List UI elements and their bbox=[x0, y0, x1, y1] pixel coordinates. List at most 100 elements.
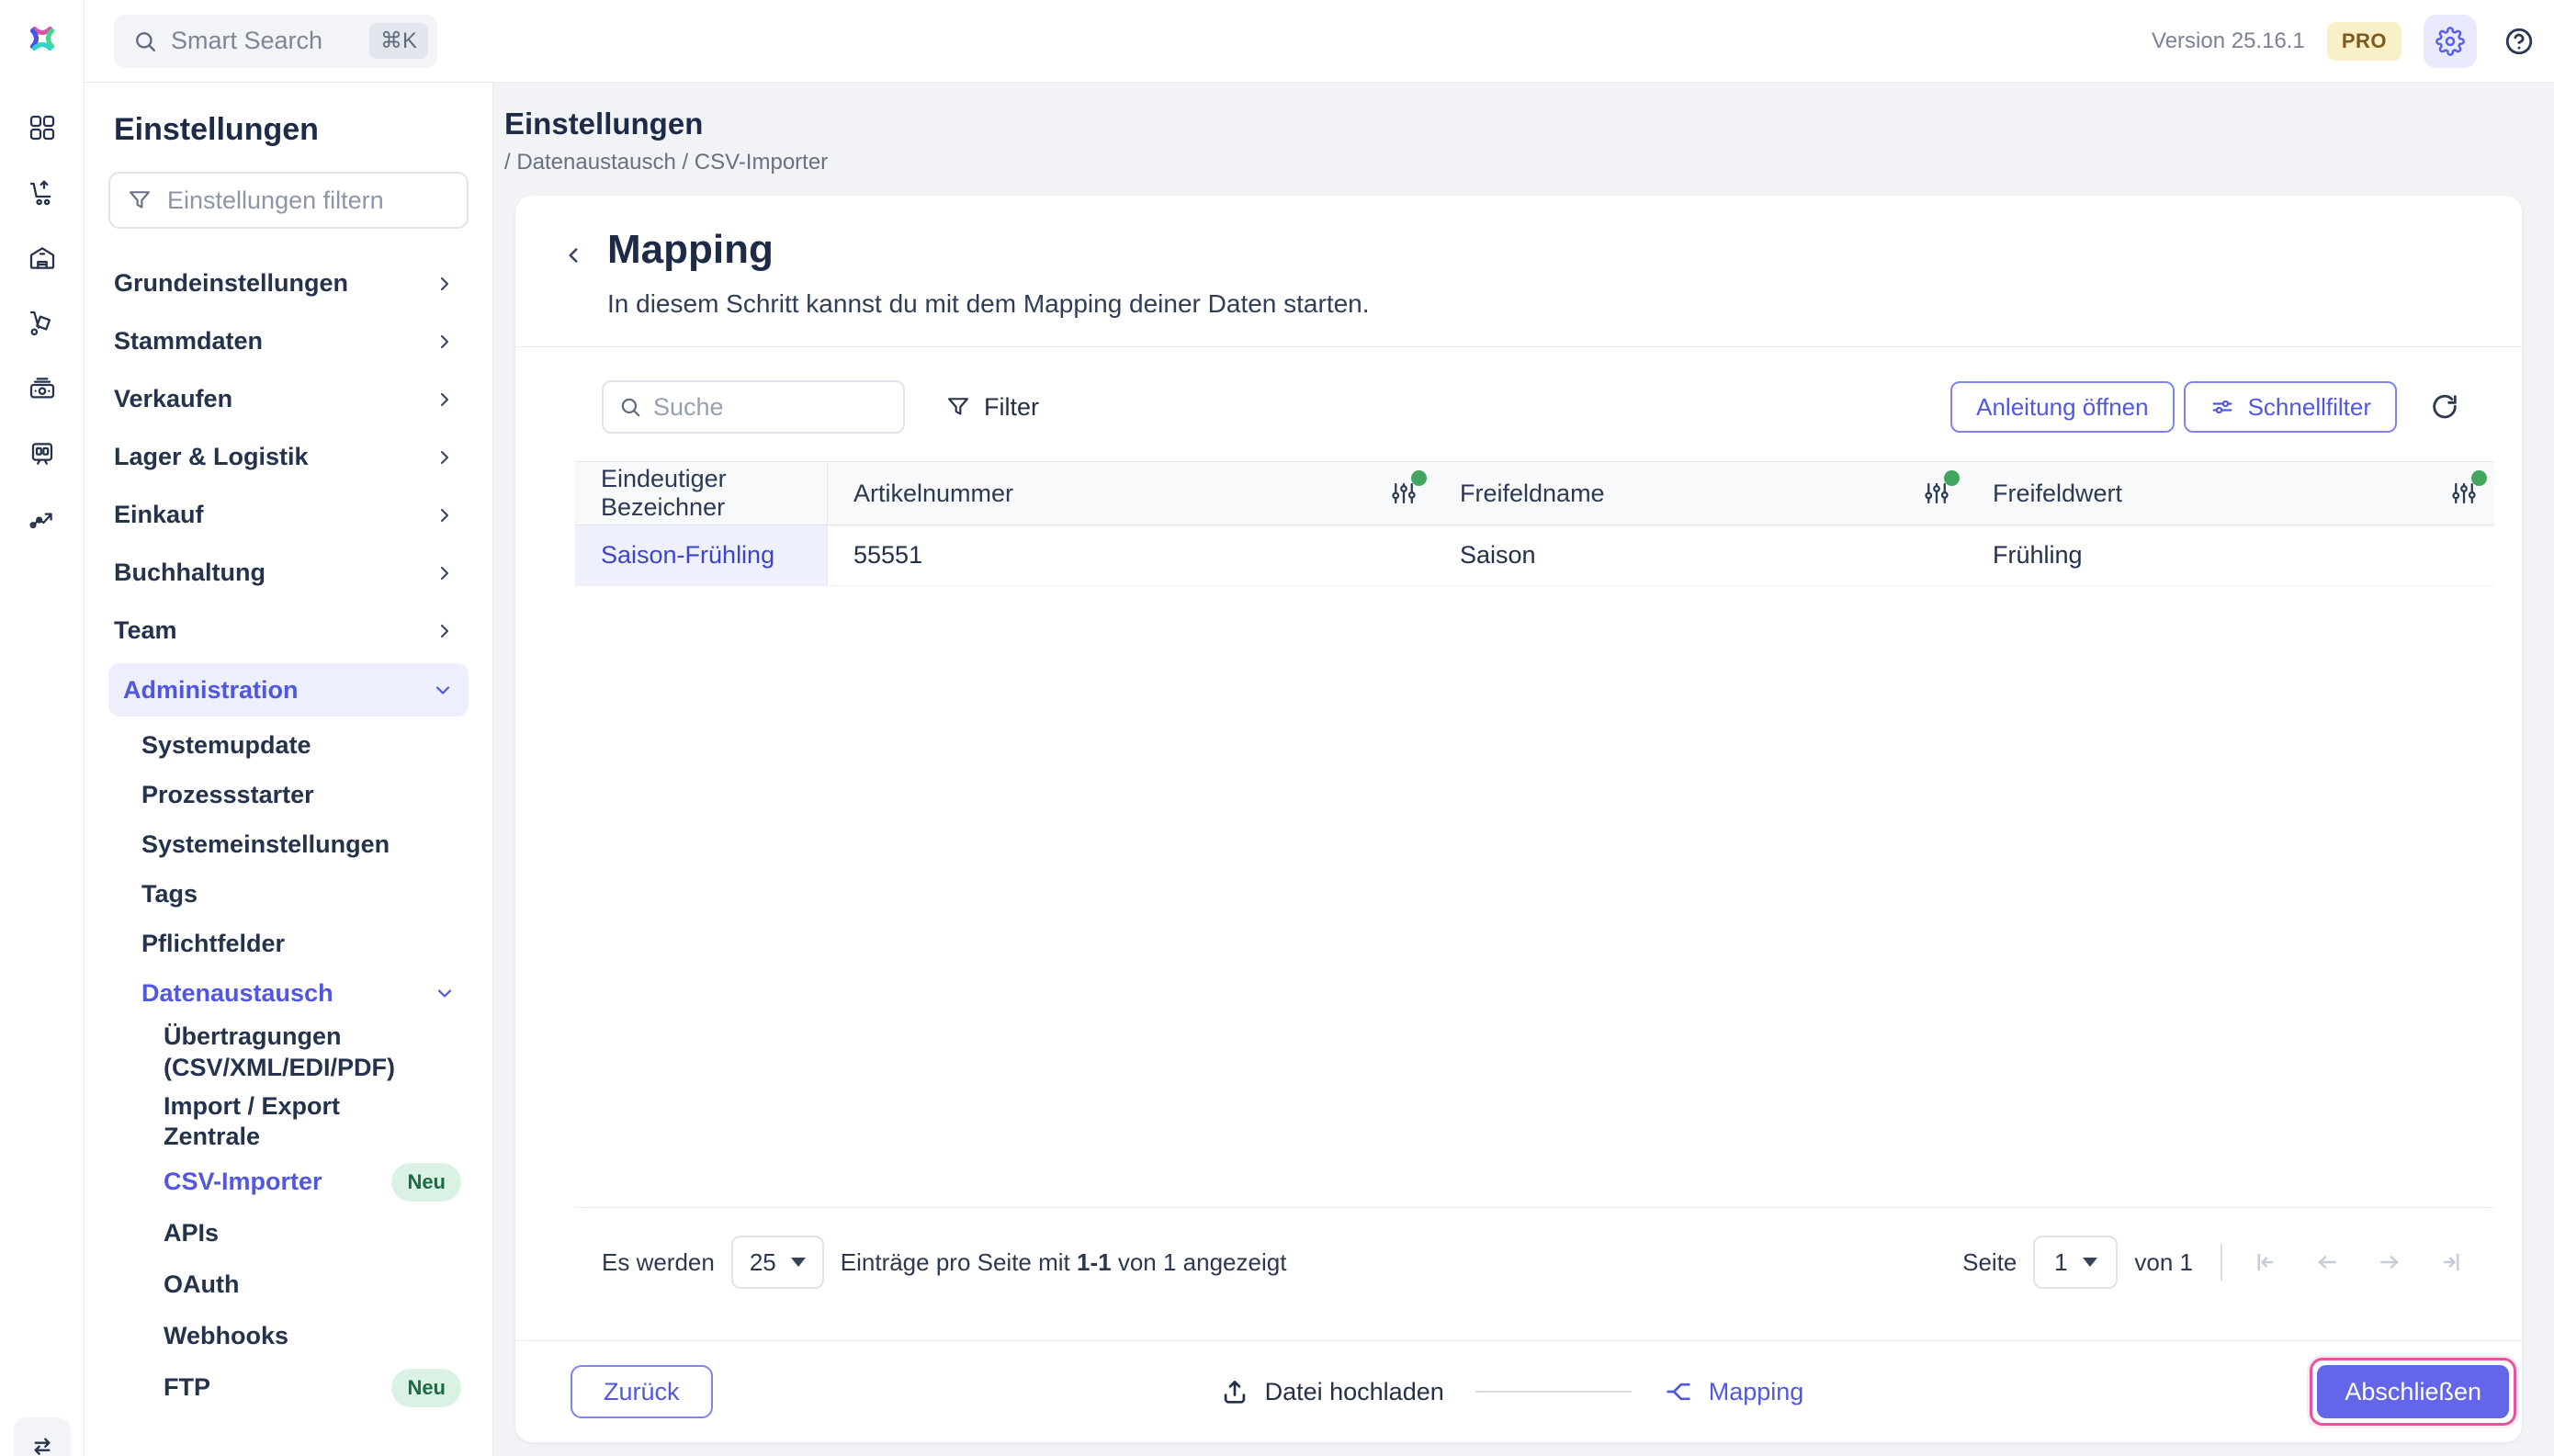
pos-icon[interactable] bbox=[22, 434, 62, 474]
sales-cart-icon[interactable] bbox=[22, 173, 62, 213]
icon-rail bbox=[0, 0, 85, 1456]
column-header-eindeutiger-bezeichner: Eindeutiger Bezeichner bbox=[575, 462, 828, 525]
pro-badge: PRO bbox=[2326, 21, 2401, 61]
back-chevron-button[interactable] bbox=[552, 234, 594, 277]
last-page-button[interactable] bbox=[2437, 1247, 2467, 1277]
sidebar-item-team[interactable]: Team bbox=[108, 602, 469, 660]
search-icon bbox=[136, 31, 156, 51]
sidebar-item-import-export-zentrale[interactable]: Import / Export Zentrale bbox=[164, 1091, 341, 1151]
column-filter-icon bbox=[2452, 482, 2476, 504]
sidebar-item-systemupdate[interactable]: Systemupdate bbox=[141, 730, 311, 759]
refresh-button[interactable] bbox=[2423, 385, 2467, 429]
chevron-right-icon bbox=[440, 566, 449, 580]
settings-gear-button[interactable] bbox=[2424, 14, 2477, 68]
finish-button-highlight: Abschließen bbox=[2310, 1358, 2516, 1426]
page-select[interactable]: 1 bbox=[2033, 1236, 2119, 1289]
smart-search[interactable]: ⌘K bbox=[114, 14, 437, 68]
page-size-suffix: von 1 angezeigt bbox=[1117, 1247, 1287, 1276]
chevron-right-icon bbox=[440, 392, 449, 406]
main-area: Einstellungen / Datenaustausch / CSV-Imp… bbox=[493, 83, 2554, 1456]
prev-page-icon bbox=[2318, 1256, 2336, 1269]
sidebar-item-webhooks[interactable]: Webhooks bbox=[164, 1322, 289, 1350]
transfer-icon[interactable] bbox=[13, 1417, 71, 1456]
sidebar-item-verkaufen[interactable]: Verkaufen bbox=[108, 370, 469, 428]
filter-active-dot bbox=[1411, 470, 1427, 486]
next-page-button[interactable] bbox=[2375, 1247, 2404, 1277]
column-filter-button[interactable] bbox=[1921, 470, 1960, 509]
finish-button[interactable]: Abschließen bbox=[2317, 1365, 2509, 1418]
sidebar-item-prozessstarter[interactable]: Prozessstarter bbox=[141, 780, 314, 808]
chevron-down-icon bbox=[437, 989, 452, 998]
step-upload-file[interactable]: Datei hochladen bbox=[1219, 1376, 1444, 1407]
sidebar-item-einkauf[interactable]: Einkauf bbox=[108, 486, 469, 544]
caret-down-icon bbox=[790, 1258, 806, 1267]
logistics-icon[interactable] bbox=[22, 303, 62, 344]
first-page-icon bbox=[2257, 1253, 2274, 1271]
sidebar-item-grundeinstellungen[interactable]: Grundeinstellungen bbox=[108, 254, 469, 312]
cell-eindeutiger-bezeichner[interactable]: Saison-Frühling bbox=[575, 525, 828, 586]
cell-freifeldname: Saison bbox=[1434, 525, 1967, 586]
chevron-down-icon bbox=[435, 686, 450, 694]
wizard-action-bar: Zurück Datei hochladen Mapping bbox=[515, 1341, 2522, 1442]
xentral-logo[interactable] bbox=[24, 20, 61, 62]
column-filter-button[interactable] bbox=[2448, 470, 2487, 509]
filter-toggle[interactable]: Filter bbox=[945, 393, 1039, 422]
sliders-icon bbox=[2212, 400, 2232, 414]
card-title: Mapping bbox=[607, 227, 774, 272]
sidebar-item-csv-importer[interactable]: CSV-Importer Neu bbox=[108, 1157, 469, 1208]
sidebar-filter-input[interactable] bbox=[167, 186, 450, 215]
cell-artikelnummer: 55551 bbox=[828, 525, 1434, 586]
sidebar-item-uebertragungen[interactable]: Übertragungen (CSV/XML/EDI/PDF) bbox=[164, 1022, 396, 1081]
back-button[interactable]: Zurück bbox=[571, 1365, 713, 1418]
page-size-select[interactable]: 25 bbox=[730, 1236, 824, 1289]
sidebar-item-tags[interactable]: Tags bbox=[141, 879, 198, 908]
sidebar-item-systemeinstellungen[interactable]: Systemeinstellungen bbox=[141, 830, 390, 858]
caret-down-icon bbox=[2082, 1258, 2097, 1267]
table-toolbar: Filter Anleitung öffnen Schnellfilter bbox=[515, 347, 2522, 461]
wizard-stepper: Datei hochladen Mapping bbox=[713, 1376, 2311, 1407]
sidebar-item-administration[interactable]: Administration bbox=[108, 663, 469, 717]
table-search-input[interactable] bbox=[653, 392, 888, 422]
step-mapping[interactable]: Mapping bbox=[1663, 1376, 1803, 1407]
sidebar-item-datenaustausch[interactable]: Datenaustausch bbox=[108, 968, 469, 1018]
open-guide-button[interactable]: Anleitung öffnen bbox=[1950, 381, 2175, 433]
card-subtitle: In diesem Schritt kannst du mit dem Mapp… bbox=[607, 289, 1370, 318]
entry-range: 1-1 bbox=[1077, 1247, 1112, 1276]
sidebar-item-apis[interactable]: APIs bbox=[164, 1219, 220, 1247]
version-label: Version 25.16.1 bbox=[2152, 28, 2305, 53]
mapping-icon bbox=[1667, 1383, 1690, 1401]
table-search[interactable] bbox=[602, 380, 905, 434]
column-header-artikelnummer: Artikelnummer bbox=[828, 462, 1434, 525]
dashboard-icon[interactable] bbox=[22, 107, 62, 148]
prev-page-button[interactable] bbox=[2312, 1247, 2342, 1277]
pagination-bar: Es werden 25 Einträge pro Seite mit 1-1 … bbox=[515, 1208, 2522, 1340]
mapping-table: Eindeutiger Bezeichner Artikelnummer bbox=[575, 461, 2494, 1207]
chevron-right-icon bbox=[440, 277, 449, 290]
sidebar-item-buchhaltung[interactable]: Buchhaltung bbox=[108, 544, 469, 602]
divider bbox=[2221, 1244, 2222, 1281]
search-icon bbox=[621, 398, 640, 417]
finance-icon[interactable] bbox=[22, 368, 62, 409]
first-page-button[interactable] bbox=[2250, 1247, 2279, 1277]
breadcrumb[interactable]: / Datenaustausch / CSV-Importer bbox=[504, 150, 829, 175]
next-page-icon bbox=[2380, 1256, 2399, 1269]
topbar: ⌘K Version 25.16.1 PRO bbox=[85, 0, 2554, 83]
smart-search-input[interactable] bbox=[171, 27, 356, 55]
sidebar-item-pflichtfelder[interactable]: Pflichtfelder bbox=[141, 929, 286, 957]
sidebar-item-ftp[interactable]: FTP Neu bbox=[108, 1362, 469, 1414]
warehouse-icon[interactable] bbox=[22, 238, 62, 278]
column-header-freifeldwert: Freifeldwert bbox=[1967, 462, 2494, 525]
sidebar-filter[interactable] bbox=[108, 172, 469, 229]
sidebar-item-lager-logistik[interactable]: Lager & Logistik bbox=[108, 428, 469, 486]
help-button[interactable] bbox=[2499, 21, 2539, 62]
table-empty-space bbox=[575, 586, 2494, 1207]
column-filter-button[interactable] bbox=[1388, 470, 1427, 509]
table-row: Saison-Frühling 55551 Saison Frühling bbox=[575, 525, 2494, 586]
total-pages: von 1 bbox=[2134, 1247, 2193, 1276]
sidebar-item-stammdaten[interactable]: Stammdaten bbox=[108, 312, 469, 370]
quickfilter-button[interactable]: Schnellfilter bbox=[2183, 381, 2397, 433]
step-connector bbox=[1475, 1391, 1632, 1393]
analytics-icon[interactable] bbox=[22, 499, 62, 539]
help-icon bbox=[2505, 28, 2533, 54]
sidebar-item-oauth[interactable]: OAuth bbox=[164, 1270, 240, 1299]
